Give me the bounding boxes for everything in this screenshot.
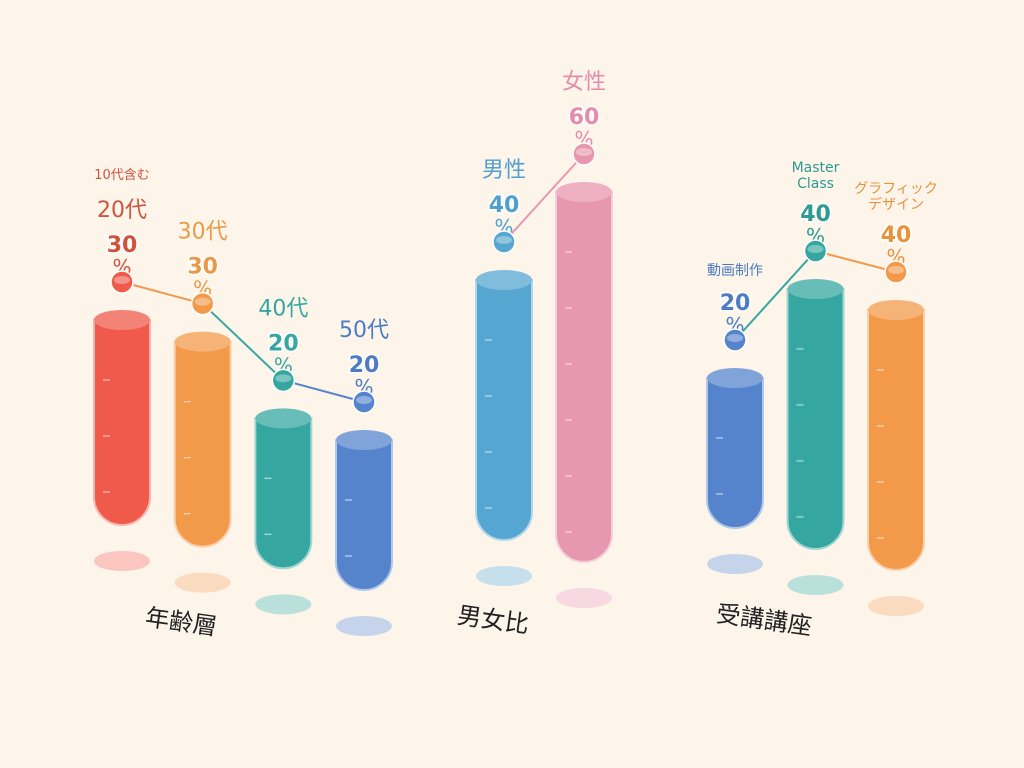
- bar-value-label: 20: [349, 353, 380, 378]
- bar-shadow: [476, 566, 532, 586]
- bar-shadow: [787, 575, 844, 595]
- bar-2: [786, 288, 845, 550]
- value-marker: [190, 291, 215, 316]
- bar-value-label: 40: [489, 193, 520, 218]
- bar-cap: [336, 430, 392, 450]
- bar-cap: [787, 279, 844, 299]
- bar-prefix-label: 10代含む: [94, 167, 150, 183]
- bar-value-label: 30: [107, 233, 138, 258]
- bar-cap: [255, 408, 312, 429]
- bar-shadow: [707, 554, 763, 574]
- value-marker-highlight: [496, 236, 512, 244]
- bar-value-label: 30: [187, 255, 218, 280]
- bar-value-label: 60: [569, 105, 600, 130]
- bar-value-label: 20: [720, 291, 751, 316]
- chart-title: 男女比: [456, 601, 531, 639]
- bar-label: 40代: [258, 296, 308, 321]
- bar-shadow: [255, 594, 312, 615]
- value-marker: [352, 390, 376, 414]
- value-marker-highlight: [807, 245, 824, 253]
- bar-label: Class: [797, 176, 834, 192]
- bar-1: [706, 377, 764, 529]
- value-marker-highlight: [114, 276, 130, 284]
- value-marker: [572, 142, 596, 166]
- bar-shadow: [336, 616, 392, 636]
- bar-shadow: [868, 596, 924, 616]
- value-marker: [803, 239, 828, 263]
- bar-2: [555, 191, 613, 563]
- connector-line: [503, 153, 585, 243]
- bar-cap: [556, 182, 612, 202]
- bar-shadow: [556, 588, 612, 608]
- bar-4: [335, 439, 393, 591]
- bar-1: [475, 279, 533, 541]
- chart-title: 年齢層: [144, 603, 219, 641]
- bar-cap: [476, 270, 532, 290]
- bar-cap: [868, 300, 924, 320]
- connector-line: [815, 250, 897, 273]
- bar-2: [173, 340, 232, 548]
- value-marker-highlight: [576, 148, 592, 156]
- bar-cap: [94, 310, 150, 330]
- bar-label: 女性: [562, 70, 606, 95]
- connector-line: [734, 250, 817, 341]
- bar-label: デザイン: [868, 196, 924, 213]
- connector-line: [283, 379, 365, 403]
- bar-cap: [174, 331, 231, 352]
- value-marker: [492, 230, 516, 254]
- connector-line: [201, 302, 285, 382]
- bar-value-label: 40: [881, 223, 912, 248]
- bar-label: 30代: [178, 220, 228, 245]
- value-marker-highlight: [727, 334, 743, 342]
- value-marker-highlight: [194, 297, 211, 306]
- bar-1: [93, 319, 151, 526]
- value-marker: [884, 260, 908, 284]
- bar-shadow: [174, 572, 231, 593]
- chart-title: 受講講座: [715, 600, 814, 641]
- value-marker: [723, 328, 747, 352]
- bar-label: 50代: [339, 318, 389, 343]
- bar-cap: [707, 368, 763, 388]
- bar-3: [254, 417, 313, 570]
- value-marker-highlight: [275, 374, 292, 383]
- value-marker-highlight: [888, 266, 904, 274]
- bar-label: Master: [792, 160, 840, 176]
- bar-value-label: 20: [268, 331, 299, 356]
- value-marker-highlight: [356, 396, 372, 404]
- value-marker: [271, 368, 296, 393]
- bar-value-label: 40: [800, 202, 831, 227]
- connector-line: [121, 281, 203, 305]
- bar-label: 20代: [97, 198, 147, 223]
- bar-label: 男性: [482, 158, 526, 183]
- value-marker: [110, 270, 134, 294]
- bar-3: [867, 309, 925, 571]
- bar-label: 動画制作: [707, 263, 763, 279]
- bar-label: グラフィック: [854, 181, 938, 197]
- bar-shadow: [94, 551, 150, 571]
